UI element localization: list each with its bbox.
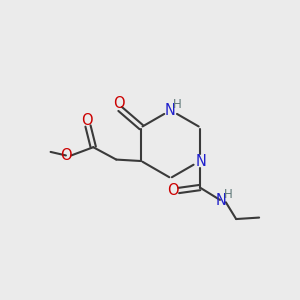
Text: O: O xyxy=(81,113,92,128)
Text: N: N xyxy=(164,103,175,118)
Text: N: N xyxy=(215,193,226,208)
Text: O: O xyxy=(167,183,179,198)
Text: H: H xyxy=(173,98,182,111)
Text: H: H xyxy=(224,188,233,200)
Text: O: O xyxy=(60,148,72,163)
Text: N: N xyxy=(195,154,206,169)
Text: O: O xyxy=(113,96,124,111)
